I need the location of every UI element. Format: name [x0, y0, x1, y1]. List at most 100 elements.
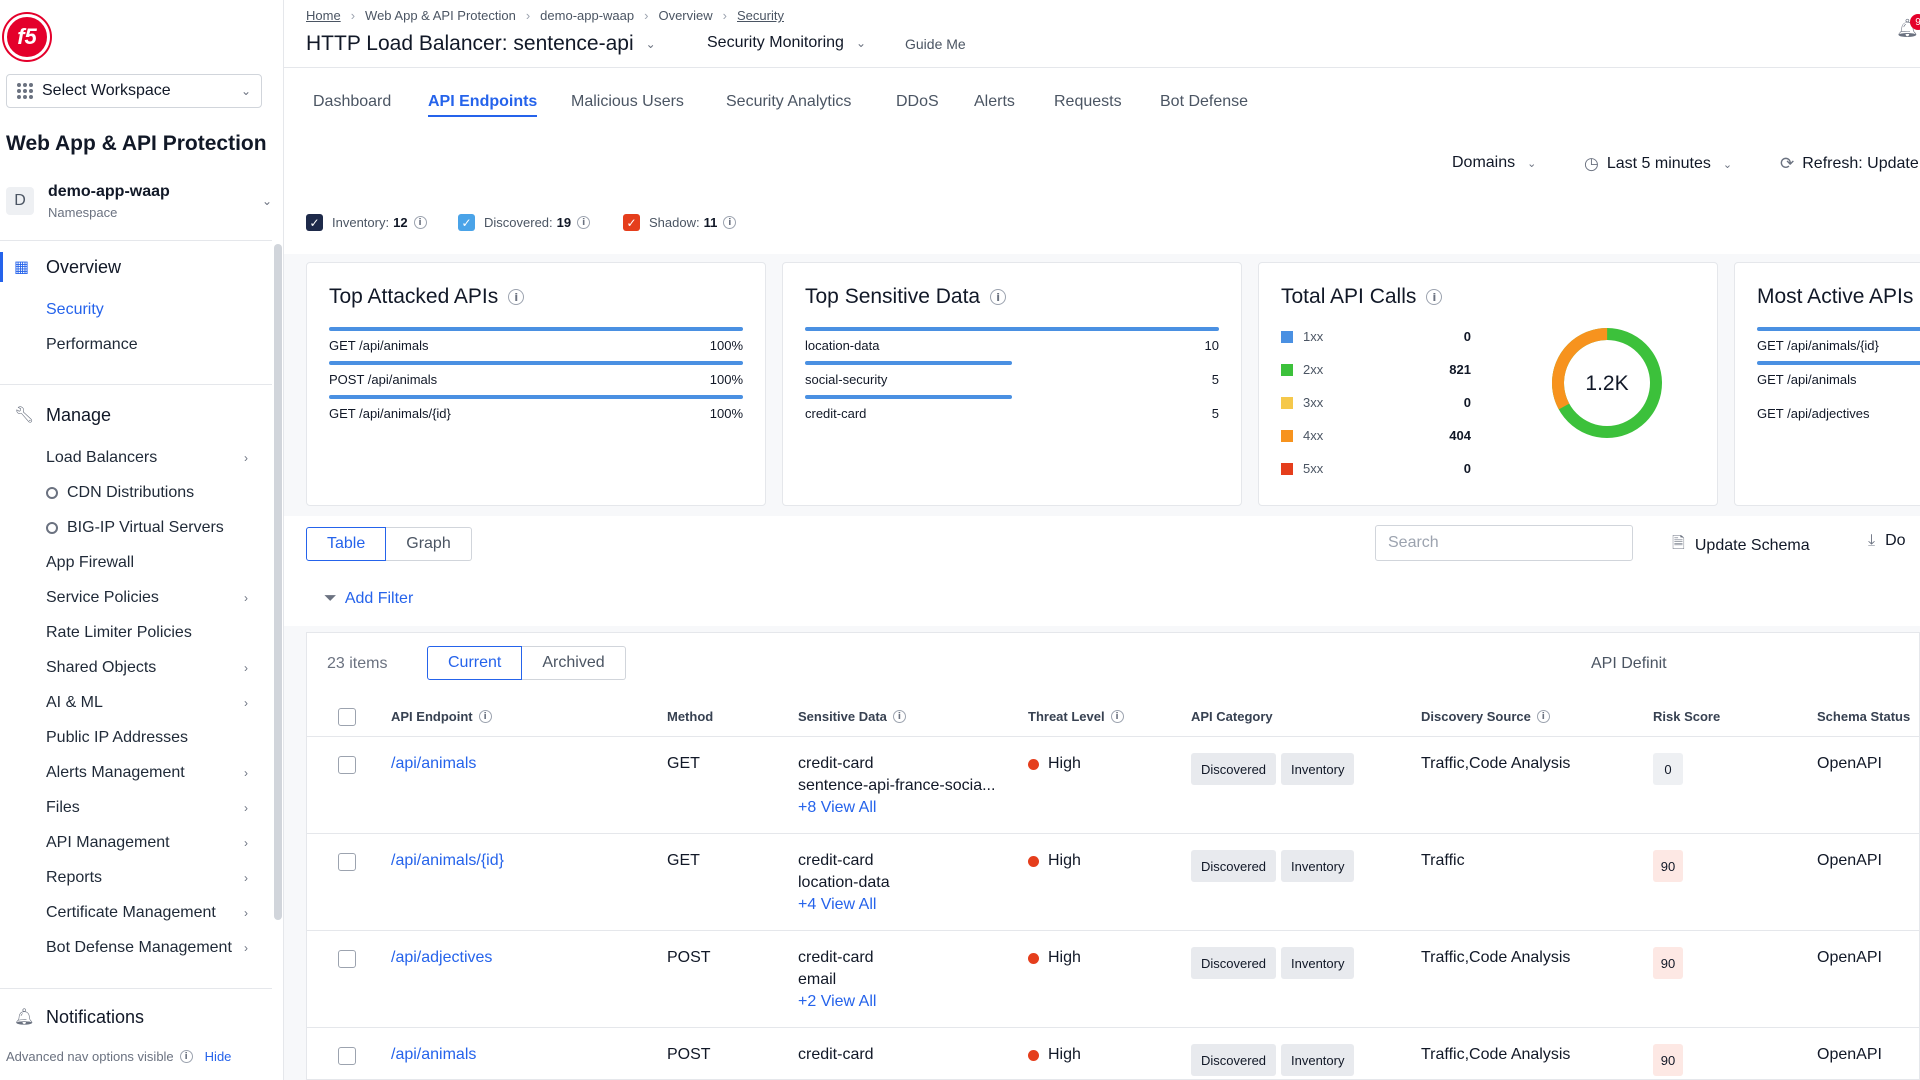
- nav-overview[interactable]: ▦ Overview: [0, 252, 272, 282]
- breadcrumb-overview[interactable]: Overview: [658, 8, 713, 23]
- top-bar: Home › Web App & API Protection › demo-app…: [284, 0, 1920, 68]
- view-all-link[interactable]: +2 View All: [798, 993, 877, 1010]
- row-checkbox[interactable]: [338, 756, 356, 774]
- tab-bot-defense[interactable]: Bot Defense: [1160, 93, 1249, 110]
- tab-ddos[interactable]: DDoS: [896, 93, 939, 110]
- header-method[interactable]: Method: [667, 709, 713, 724]
- chevron-right-icon: ›: [644, 8, 649, 23]
- active-row[interactable]: GET /api/animals: [1757, 361, 1920, 387]
- namespace-avatar: D: [6, 187, 34, 215]
- row-checkbox[interactable]: [338, 950, 356, 968]
- header-schema-status[interactable]: Schema Status: [1817, 709, 1910, 724]
- grid-icon: [17, 83, 33, 99]
- row-checkbox[interactable]: [338, 1047, 356, 1065]
- nav-item-public-ip-addresses[interactable]: Public IP Addresses: [46, 729, 248, 747]
- tab-requests[interactable]: Requests: [1054, 93, 1122, 110]
- hide-link[interactable]: Hide: [204, 1049, 232, 1064]
- load-balancer-selector[interactable]: HTTP Load Balancer: sentence-api ⌄: [306, 32, 656, 56]
- guide-me-button[interactable]: Guide Me: [905, 36, 966, 52]
- attacked-row[interactable]: GET /api/animals/{id} 100%: [329, 395, 743, 421]
- nav-item-bot-defense-management[interactable]: Bot Defense Management ›: [46, 939, 248, 957]
- legend-shadow[interactable]: ✓ Shadow: 11 i: [623, 214, 737, 231]
- tab-malicious-users[interactable]: Malicious Users: [571, 93, 684, 110]
- nav-item-app-firewall[interactable]: App Firewall: [46, 554, 248, 572]
- update-schema-button[interactable]: 🗎︎ Update Schema: [1672, 532, 1810, 559]
- breadcrumb-namespace[interactable]: demo-app-waap: [540, 8, 635, 23]
- active-row[interactable]: GET /api/animals/{id}: [1757, 327, 1920, 353]
- dashboard-grid-icon: ▦: [14, 259, 30, 276]
- view-all-link[interactable]: +8 View All: [798, 799, 877, 816]
- sensitive-row[interactable]: location-data 10: [805, 327, 1219, 353]
- refresh-dropdown[interactable]: ⟳ Refresh: Update: [1780, 154, 1919, 174]
- info-icon[interactable]: i: [508, 289, 525, 305]
- nav-item-reports[interactable]: Reports ›: [46, 869, 248, 887]
- workspace-select[interactable]: Select Workspace ⌄: [6, 74, 262, 108]
- download-button[interactable]: ⤓ Do: [1868, 532, 1906, 550]
- table-view-button[interactable]: Table: [306, 527, 387, 561]
- tab-security-analytics[interactable]: Security Analytics: [726, 93, 852, 110]
- graph-view-button[interactable]: Graph: [386, 527, 472, 561]
- tab-dashboard[interactable]: Dashboard: [313, 93, 392, 110]
- nav-item-load-balancers[interactable]: Load Balancers ›: [46, 449, 248, 467]
- endpoint-link[interactable]: /api/animals: [391, 755, 477, 772]
- archived-button[interactable]: Archived: [522, 646, 626, 680]
- nav-item-rate-limiter-policies[interactable]: Rate Limiter Policies: [46, 624, 248, 642]
- namespace-selector[interactable]: D demo-app-waap Namespace ⌄: [6, 178, 272, 224]
- current-button[interactable]: Current: [427, 646, 523, 680]
- legend-discovered[interactable]: ✓ Discovered: 19 i: [458, 214, 591, 231]
- info-icon: i: [892, 710, 906, 723]
- nav-item-shared-objects[interactable]: Shared Objects ›: [46, 659, 248, 677]
- nav-item-security[interactable]: Security: [46, 301, 104, 318]
- nav-item-performance[interactable]: Performance: [46, 336, 138, 353]
- card-title-text: Total API Calls: [1281, 285, 1417, 308]
- chevron-right-icon: ›: [244, 941, 248, 955]
- breadcrumb-home[interactable]: Home: [306, 8, 341, 23]
- info-icon[interactable]: i: [1426, 289, 1443, 305]
- endpoint-link[interactable]: /api/animals/{id}: [391, 852, 504, 869]
- endpoint-link[interactable]: /api/animals: [391, 1046, 477, 1063]
- nav-item-api-management[interactable]: API Management ›: [46, 834, 248, 852]
- breadcrumb-app[interactable]: Web App & API Protection: [365, 8, 516, 23]
- add-filter-button[interactable]: ⏷ Add Filter: [324, 590, 413, 608]
- domains-dropdown[interactable]: Domains ⌄: [1452, 154, 1536, 172]
- info-icon[interactable]: i: [179, 1050, 193, 1063]
- nav-item-ai-ml[interactable]: AI & ML ›: [46, 694, 248, 712]
- row-checkbox[interactable]: [338, 853, 356, 871]
- tab-alerts[interactable]: Alerts: [974, 93, 1015, 110]
- domains-label: Domains: [1452, 154, 1516, 171]
- nav-item-files[interactable]: Files ›: [46, 799, 248, 817]
- legend-inventory[interactable]: ✓ Inventory: 12 i: [306, 214, 427, 231]
- info-icon[interactable]: i: [990, 289, 1007, 305]
- tab-api-endpoints[interactable]: API Endpoints: [428, 93, 538, 117]
- row-label: POST /api/animals: [329, 372, 438, 387]
- search-input[interactable]: Search: [1375, 525, 1633, 561]
- sensitive-row[interactable]: social-security 5: [805, 361, 1219, 387]
- header-threat-level[interactable]: Threat Level i: [1028, 709, 1124, 724]
- nav-manage[interactable]: 🔧︎ Manage: [0, 403, 272, 427]
- breadcrumb-security[interactable]: Security: [737, 8, 784, 23]
- view-all-link[interactable]: +4 View All: [798, 896, 877, 913]
- f5-logo[interactable]: f5: [4, 14, 50, 60]
- header-discovery-source[interactable]: Discovery Source i: [1421, 709, 1550, 724]
- header-risk-score[interactable]: Risk Score: [1653, 709, 1720, 724]
- attacked-row[interactable]: GET /api/animals 100%: [329, 327, 743, 353]
- sensitive-row[interactable]: credit-card 5: [805, 395, 1219, 421]
- api-definition-label[interactable]: API Definit: [1591, 655, 1667, 672]
- active-row[interactable]: GET /api/adjectives: [1757, 395, 1920, 421]
- security-monitoring-dropdown[interactable]: Security Monitoring ⌄: [707, 34, 866, 52]
- select-all-checkbox[interactable]: [338, 708, 356, 726]
- nav-item-cdn-distributions[interactable]: CDN Distributions: [46, 484, 248, 502]
- header-api-category[interactable]: API Category: [1191, 709, 1273, 724]
- sidebar-scrollbar[interactable]: [274, 244, 282, 920]
- nav-item-service-policies[interactable]: Service Policies ›: [46, 589, 248, 607]
- nav-notifications[interactable]: 🔔︎ Notifications: [0, 1005, 272, 1029]
- row-value: 100%: [709, 406, 743, 421]
- nav-item-bigip-virtual-servers[interactable]: BIG-IP Virtual Servers: [46, 519, 248, 537]
- nav-item-alerts-management[interactable]: Alerts Management ›: [46, 764, 248, 782]
- time-range-dropdown[interactable]: ◷ Last 5 minutes ⌄: [1584, 154, 1732, 174]
- attacked-row[interactable]: POST /api/animals 100%: [329, 361, 743, 387]
- nav-item-certificate-management[interactable]: Certificate Management ›: [46, 904, 248, 922]
- header-sensitive-data[interactable]: Sensitive Data i: [798, 709, 906, 724]
- header-api-endpoint[interactable]: API Endpoint i: [391, 709, 492, 724]
- endpoint-link[interactable]: /api/adjectives: [391, 949, 493, 966]
